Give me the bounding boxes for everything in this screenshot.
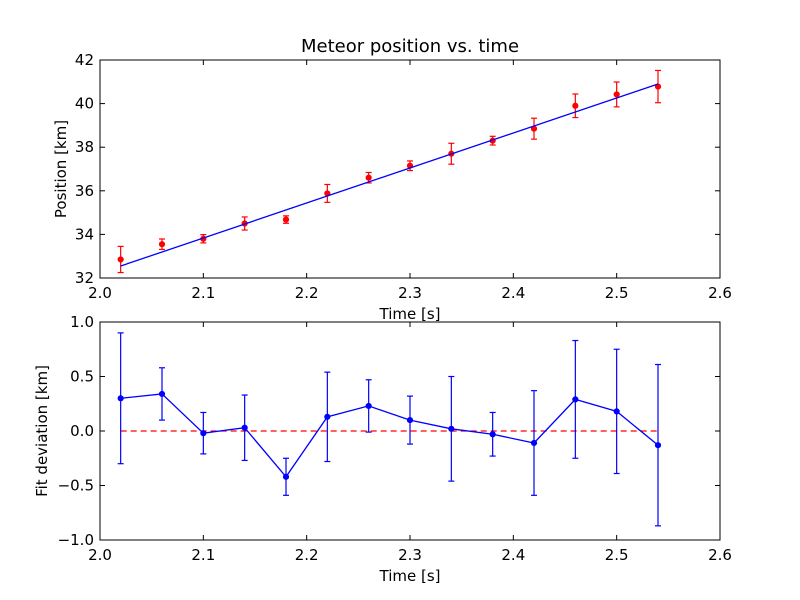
position-plot-data-point [282,216,290,223]
deviation-plot-data-point [448,425,455,432]
deviation-plot-marks [117,332,662,527]
position-plot-data-point [365,174,372,181]
deviation-plot-x-tick-label: 2.0 [88,546,112,564]
deviation-plot-x-tick-label: 2.2 [295,546,319,564]
deviation-plot-data-point [158,390,166,398]
deviation-plot-data-point [572,396,579,403]
position-plot-x-tick-label: 2.2 [295,284,319,302]
position-plot-x-tick-label: 2.3 [398,284,422,302]
deviation-plot-data-point [241,424,248,431]
deviation-plot-y-axis-label: Fit deviation [km] [33,365,51,497]
position-plot-data-point [158,241,166,248]
deviation-plot-y-tick-label: 1.0 [70,313,94,331]
chart-title: Meteor position vs. time [301,36,519,57]
deviation-plot-data-point [654,442,662,449]
deviation-plot-data-point [489,431,496,438]
deviation-plot-ticks: 2.0 2.1 2.2 2.3 2.4 2.5 2.6 −1.0 −0.5 0.0 0.5 1.0 [58,313,732,564]
deviation-plot-data-point [530,439,538,447]
deviation-plot-data-point [365,402,372,410]
position-plot-marks [117,69,662,274]
deviation-plot-y-tick-label: 0.5 [70,368,94,386]
position-plot-y-axis-label: Position [km] [52,120,70,218]
position-plot-fit-line [120,83,659,267]
position-plot-y-tick-label: 38 [75,138,94,156]
deviation-plot-y-tick-label: −1.0 [58,531,94,549]
position-plot-y-tick-label: 34 [75,225,94,243]
deviation-plot-y-tick-label: 0.0 [70,422,94,440]
deviation-plot: 2.0 2.1 2.2 2.3 2.4 2.5 2.6 −1.0 −0.5 0.0 0.5 1.0 T… [33,313,732,585]
position-plot-x-tick-label: 2.1 [191,284,215,302]
deviation-plot-data-point [406,417,414,424]
deviation-plot-data-point [613,408,620,415]
position-plot-data-point [613,91,620,98]
deviation-plot-x-tick-label: 2.5 [605,546,629,564]
deviation-plot-y-tick-label: −0.5 [58,477,94,495]
deviation-plot-x-tick-label: 2.4 [501,546,525,564]
position-plot-data-point [117,256,124,263]
position-plot-y-tick-label: 36 [75,182,94,200]
deviation-plot-x-tick-label: 2.1 [191,546,215,564]
deviation-plot-data-point [324,413,331,420]
position-plot-y-tick-label: 40 [75,95,94,113]
deviation-plot-data-point [200,430,207,437]
position-plot-x-tick-label: 2.5 [605,284,629,302]
position-plot-x-axis-label: Time [s] [379,305,441,323]
position-plot: Meteor position vs. time 2.0 2.1 2.2 2.3 2.4… [52,36,732,323]
position-plot-y-tick-label: 42 [75,51,94,69]
deviation-plot-data-point [282,473,290,480]
position-plot-data-point [572,102,579,109]
position-plot-frame [99,59,721,279]
deviation-plot-frame [99,321,721,541]
deviation-plot-series-line [120,393,659,478]
position-plot-x-tick-label: 2.4 [501,284,525,302]
position-plot-ticks: 2.0 2.1 2.2 2.3 2.4 2.5 2.6 32 34 36 38 40 42 [75,51,732,302]
deviation-plot-x-tick-label: 2.3 [398,546,422,564]
deviation-plot-x-tick-label: 2.6 [708,546,732,564]
position-plot-y-tick-label: 32 [75,269,94,287]
deviation-plot-x-axis-label: Time [s] [379,567,441,585]
position-plot-x-tick-label: 2.6 [708,284,732,302]
deviation-plot-data-point [117,395,124,402]
position-plot-x-tick-label: 2.0 [88,284,112,302]
